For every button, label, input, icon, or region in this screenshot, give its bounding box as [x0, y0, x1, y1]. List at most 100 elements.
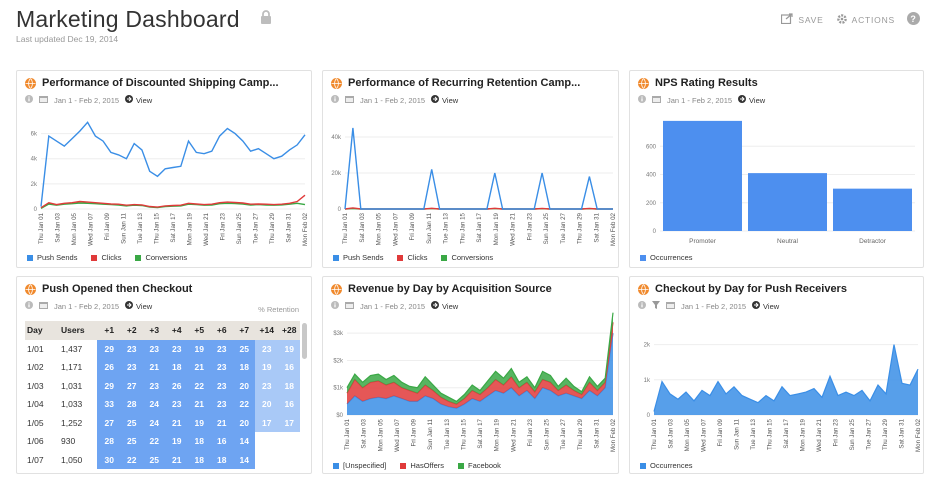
- y-tick-label: 2k: [644, 343, 651, 349]
- date-range[interactable]: Jan 1 - Feb 2, 2015: [667, 95, 733, 105]
- view-link[interactable]: View: [738, 95, 765, 105]
- retention-cell: 25: [119, 413, 142, 432]
- view-link[interactable]: View: [752, 301, 779, 311]
- x-tick-label: Wed Jan 07: [88, 212, 95, 245]
- legend-item[interactable]: Facebook: [457, 461, 501, 470]
- legend-item[interactable]: HasOffers: [400, 461, 444, 470]
- column-header[interactable]: Users: [59, 321, 97, 340]
- x-tick-label: Fri Jan 09: [717, 418, 724, 446]
- y-tick-label: 0: [338, 207, 342, 213]
- card-cohort: Push Opened then Checkout Jan 1 - Feb 2,…: [16, 276, 312, 474]
- column-header[interactable]: +7: [232, 321, 255, 340]
- y-tick-label: 4k: [31, 157, 38, 163]
- column-header[interactable]: +3: [142, 321, 165, 340]
- retention-cell: 23: [209, 395, 232, 414]
- view-link[interactable]: View: [431, 95, 458, 105]
- retention-cell: 23: [142, 376, 165, 395]
- row-users: 1,031: [61, 380, 83, 391]
- arrow-right-icon: [752, 301, 761, 311]
- retention-cell: 19: [277, 339, 300, 358]
- info-icon[interactable]: [638, 95, 646, 105]
- info-icon[interactable]: [638, 301, 646, 311]
- view-label: View: [442, 301, 459, 311]
- info-icon[interactable]: [25, 301, 33, 311]
- date-range[interactable]: Jan 1 - Feb 2, 2015: [54, 95, 120, 105]
- date-range[interactable]: Jan 1 - Feb 2, 2015: [360, 95, 426, 105]
- column-header[interactable]: Day: [25, 321, 59, 340]
- page-title: Marketing Dashboard: [16, 6, 240, 32]
- retention-cell: 23: [119, 358, 142, 377]
- x-tick-label: Sun Jan 25: [544, 418, 551, 450]
- y-tick-label: 400: [646, 173, 657, 179]
- x-tick-label: Mon Feb 02: [915, 418, 922, 452]
- retention-cell: 22: [142, 432, 165, 451]
- column-header[interactable]: +1: [97, 321, 120, 340]
- series-line: [344, 127, 613, 210]
- scrollbar[interactable]: [302, 323, 307, 359]
- legend-item[interactable]: Conversions: [441, 253, 493, 262]
- legend-item[interactable]: Conversions: [135, 253, 187, 262]
- lock-icon[interactable]: [260, 10, 272, 30]
- legend-item[interactable]: Clicks: [397, 253, 427, 262]
- arrow-right-icon: [431, 95, 440, 105]
- x-tick-label: Sat Jan 17: [476, 212, 483, 242]
- x-tick-label: Wed Jan 07: [392, 212, 399, 245]
- actions-button[interactable]: ACTIONS: [836, 13, 895, 27]
- view-link[interactable]: View: [431, 301, 458, 311]
- x-tick-label: Promoter: [689, 238, 717, 245]
- info-icon[interactable]: [25, 95, 33, 105]
- retention-cell: 21: [187, 395, 210, 414]
- x-tick-label: Mon Feb 02: [302, 212, 309, 246]
- retention-cell: 16: [277, 358, 300, 377]
- x-tick-label: Mon Jan 05: [71, 212, 78, 245]
- cohort-table: Day Users +1 +2 +3 +4 +5 +6 +7 +14 +28 1/01 1,437 29 2…: [25, 321, 300, 469]
- legend-item[interactable]: [Unspecified]: [333, 461, 386, 470]
- card-retention: Performance of Recurring Retention Camp.…: [322, 70, 619, 268]
- x-tick-label: Tue Jan 27: [560, 212, 567, 243]
- card-revenue: Revenue by Day by Acquisition Source Jan…: [322, 276, 619, 474]
- save-button[interactable]: SAVE: [781, 13, 823, 26]
- x-tick-label: Sat Jan 31: [899, 418, 906, 448]
- info-icon[interactable]: [331, 95, 339, 105]
- y-tick-label: 200: [646, 201, 657, 207]
- retention-cell: [277, 432, 300, 451]
- x-tick-label: Sat Jan 17: [783, 418, 790, 448]
- column-header[interactable]: +4: [164, 321, 187, 340]
- view-link[interactable]: View: [125, 95, 152, 105]
- chart-legend: Push Sends Clicks Conversions: [27, 253, 187, 262]
- date-range[interactable]: Jan 1 - Feb 2, 2015: [681, 301, 747, 311]
- x-tick-label: Thu Jan 01: [38, 212, 45, 244]
- view-link[interactable]: View: [125, 301, 152, 311]
- arrow-right-icon: [125, 301, 134, 311]
- table-row: 1/03 1,031 29 27 23 26 22 23 20 23 18: [25, 376, 300, 395]
- legend-item[interactable]: Occurrences: [640, 461, 693, 470]
- retention-cell: 21: [164, 413, 187, 432]
- legend-item[interactable]: Occurrences: [640, 253, 693, 262]
- column-header[interactable]: +5: [187, 321, 210, 340]
- legend-item[interactable]: Clicks: [91, 253, 121, 262]
- x-tick-label: Sat Jan 03: [668, 418, 675, 448]
- x-tick-label: Mon Jan 05: [376, 212, 383, 245]
- retention-cell: 20: [254, 395, 277, 414]
- arrow-right-icon: [738, 95, 747, 105]
- legend-item[interactable]: Push Sends: [333, 253, 383, 262]
- retention-cell: 18: [277, 376, 300, 395]
- column-header[interactable]: +6: [209, 321, 232, 340]
- retention-label: % Retention: [258, 305, 299, 314]
- x-tick-label: Thu Jan 15: [459, 212, 466, 244]
- retention-cell: 27: [97, 413, 120, 432]
- column-header[interactable]: +2: [119, 321, 142, 340]
- series-line: [40, 121, 306, 207]
- date-range[interactable]: Jan 1 - Feb 2, 2015: [360, 301, 426, 311]
- filter-icon[interactable]: [652, 301, 660, 311]
- x-tick-label: Sun Jan 11: [427, 418, 434, 449]
- column-header[interactable]: +14: [254, 321, 277, 340]
- date-range[interactable]: Jan 1 - Feb 2, 2015: [54, 301, 120, 311]
- table-row: 1/06 930 28 25 22 19 18 16 14: [25, 432, 300, 451]
- info-icon[interactable]: [331, 301, 339, 311]
- series-area: [347, 333, 613, 415]
- legend-item[interactable]: Push Sends: [27, 253, 77, 262]
- help-button[interactable]: ?: [907, 12, 920, 27]
- line-chart: 0 2k 4k 6k Thu Jan 01 Sat Jan 03 Mon Jan 05 Wed…: [31, 121, 309, 246]
- column-header[interactable]: +28: [277, 321, 300, 340]
